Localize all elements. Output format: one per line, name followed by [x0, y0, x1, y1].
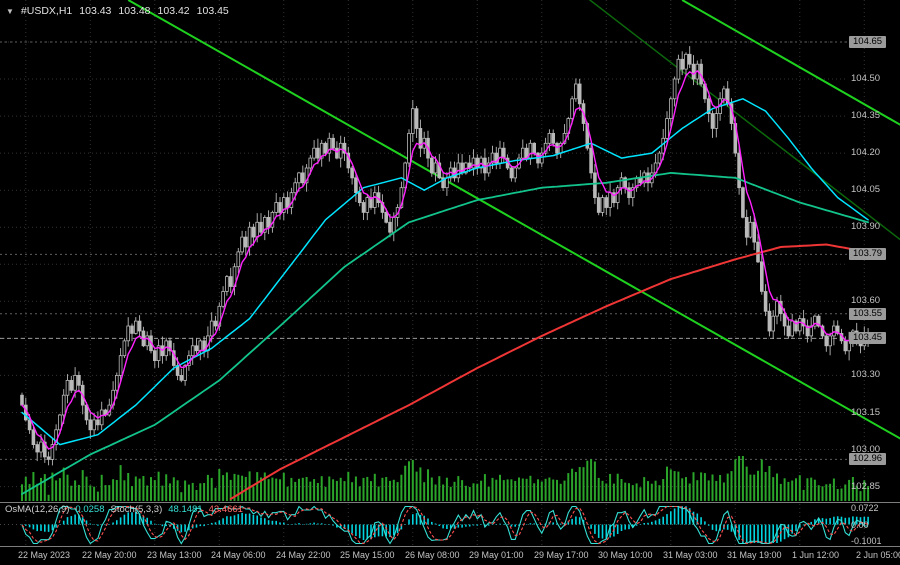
time-tick-label: 24 May 22:00 [276, 550, 331, 560]
time-tick-label: 29 May 01:00 [469, 550, 524, 560]
time-tick-label: 24 May 06:00 [211, 550, 266, 560]
time-tick-label: 22 May 20:00 [82, 550, 137, 560]
price-level-label[interactable]: 102.96 [849, 453, 887, 466]
osma-label: OsMA(12,26,9) [5, 504, 70, 515]
candlestick-series [20, 46, 870, 466]
ohlc-open: 103.43 [79, 5, 112, 17]
time-tick-label: 25 May 15:00 [340, 550, 395, 560]
ma-fast-magenta [21, 70, 869, 450]
descending-channel-line-a[interactable] [127, 0, 900, 440]
price-tick-label: 104.20 [851, 147, 881, 159]
price-tick-label: 104.05 [851, 184, 881, 196]
symbol-period-label: #USDX,H1 [20, 5, 73, 17]
indicator-label-row: OsMA(12,26,9) 0.0258 Stoch(5,3,3) 48.148… [5, 504, 243, 515]
stoch-value-k: 48.1481 [168, 504, 203, 515]
price-tick-label: 103.60 [851, 295, 881, 307]
osma-histogram [21, 506, 869, 543]
time-tick-label: 26 May 08:00 [405, 550, 460, 560]
time-tick-label: 2 Jun 05:00 [856, 550, 900, 560]
price-tick-label: 104.35 [851, 110, 881, 122]
horizontal-level-lines[interactable] [0, 41, 847, 460]
indicator-tick-label: -0.1001 [851, 536, 882, 546]
time-tick-label: 22 May 2023 [18, 550, 71, 560]
ohlc-close: 103.45 [196, 5, 229, 17]
time-tick-label: 29 May 17:00 [534, 550, 589, 560]
ohlc-low: 103.42 [157, 5, 190, 17]
price-tick-label: 104.50 [851, 73, 881, 84]
price-tick-label: 103.00 [851, 443, 881, 455]
time-tick-label: 30 May 10:00 [598, 550, 653, 560]
volume-histogram [21, 456, 870, 501]
ma-slow-green [21, 172, 869, 495]
indicator-tick-label: 0.0722 [851, 503, 879, 513]
time-axis: 22 May 2023 22 May 20:00 23 May 13:00 24 Ma… [0, 548, 900, 565]
indicator-axis: 0.0722 0.00 -0.1001 [848, 0, 900, 565]
chart-header: ▼ #USDX,H1 103.43 103.48 103.42 103.45 [6, 5, 229, 17]
descending-trendline-dark[interactable] [584, 0, 900, 247]
chevron-down-icon[interactable]: ▼ [6, 6, 14, 16]
price-level-label[interactable]: 103.45 [849, 332, 887, 345]
stoch-label: Stoch(5,3,3) [110, 504, 163, 515]
indicator-tick-label: 0.00 [851, 519, 869, 530]
time-tick-label: 1 Jun 12:00 [792, 550, 840, 560]
price-tick-label: 103.15 [851, 406, 881, 418]
price-axis: 104.65 104.50 104.35 104.20 104.05 103.90 103.… [848, 0, 900, 565]
stochastic-k-line [21, 505, 869, 545]
price-level-label[interactable]: 103.79 [849, 248, 887, 261]
ma-mid-cyan [21, 98, 869, 446]
time-tick-label: 23 May 13:00 [147, 550, 202, 560]
price-level-label[interactable]: 103.55 [849, 307, 887, 320]
price-tick-label: 103.30 [851, 369, 881, 381]
ohlc-high: 103.48 [118, 5, 151, 17]
descending-channel-line-b[interactable] [681, 0, 900, 143]
osma-value: 0.0258 [75, 504, 105, 515]
price-level-label[interactable]: 104.65 [849, 36, 887, 48]
price-tick-label: 103.90 [851, 221, 881, 233]
stoch-value-d: 43.4661 [208, 504, 243, 515]
time-tick-label: 31 May 19:00 [727, 550, 782, 560]
gridlines [0, 0, 865, 546]
price-tick-label: 102.85 [851, 480, 881, 492]
time-tick-label: 31 May 03:00 [663, 550, 718, 560]
